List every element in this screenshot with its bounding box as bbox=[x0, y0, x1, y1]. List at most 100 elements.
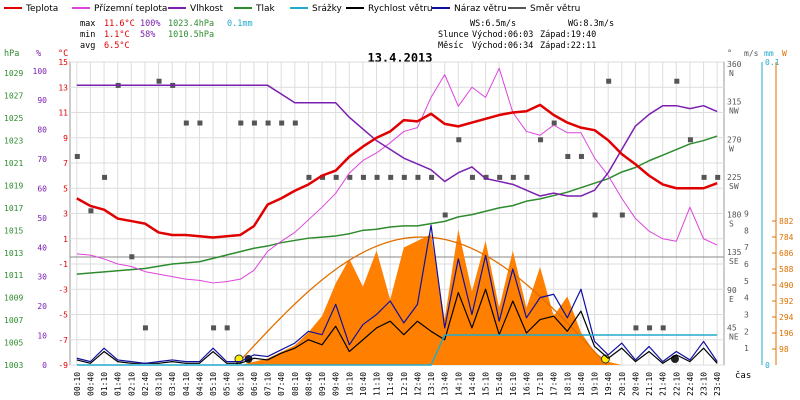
axis-tick-ms: 1 bbox=[744, 344, 749, 353]
x-tick-label: 06:10 bbox=[236, 372, 245, 396]
wind-dir-point bbox=[429, 174, 435, 180]
axis-tick-deg: 135 bbox=[727, 248, 742, 257]
x-tick-label: 04:10 bbox=[182, 372, 191, 396]
axis-tick-pct: 80 bbox=[37, 126, 47, 135]
axis-tick-w: 588 bbox=[779, 265, 794, 274]
series-layer bbox=[74, 67, 721, 366]
axis-tick-pct: 50 bbox=[37, 214, 47, 223]
axis-tick-pct: 30 bbox=[37, 273, 47, 282]
legend-item-tlak: Tlak bbox=[234, 4, 276, 14]
axis-unit-ms: m/s bbox=[744, 49, 759, 58]
wind-dir-point bbox=[715, 174, 721, 180]
x-tick-label: 19:10 bbox=[591, 372, 600, 396]
axis-unit-hpa: hPa bbox=[4, 49, 19, 59]
axis-tick-mm: 0 bbox=[765, 361, 770, 370]
x-tick-label: 08:10 bbox=[291, 372, 300, 396]
sun-set: Západ:19:40 bbox=[540, 30, 596, 40]
axis-tick-dir: NW bbox=[729, 107, 739, 116]
wind-dir-point bbox=[538, 137, 544, 143]
x-tick-label: 22:10 bbox=[672, 372, 681, 396]
wind-dir-point bbox=[251, 120, 257, 126]
axis-tick-c: 15 bbox=[58, 58, 68, 67]
wind-dir-point bbox=[483, 174, 489, 180]
axis-unit-mm: mm bbox=[764, 49, 774, 58]
x-tick-label: 03:10 bbox=[155, 372, 164, 396]
moon-set: Západ:22:11 bbox=[540, 41, 596, 51]
x-tick-label: 01:10 bbox=[100, 372, 109, 396]
legend-label-vlhkost: Vlhkost bbox=[190, 4, 223, 14]
wind-dir-point bbox=[347, 174, 353, 180]
x-tick-label: 11:40 bbox=[386, 372, 395, 396]
axis-tick-pct: 90 bbox=[37, 96, 47, 105]
legend-label-rychlost: Rychlost větru bbox=[368, 4, 433, 14]
wind-dir-point bbox=[306, 174, 312, 180]
axis-tick-w: 392 bbox=[779, 297, 794, 306]
legend-label-srazky: Srážky bbox=[312, 4, 343, 14]
axis-tick-w: 882 bbox=[779, 217, 794, 226]
wind-dir-point bbox=[647, 325, 653, 331]
wind-dir-point bbox=[701, 174, 707, 180]
x-tick-label: 04:40 bbox=[195, 372, 204, 396]
x-tick-label: 18:10 bbox=[563, 372, 572, 396]
wind-dir-point bbox=[142, 325, 148, 331]
axis-tick-w: 784 bbox=[779, 233, 794, 242]
series-rychlost-vetru bbox=[76, 288, 718, 364]
wind-dir-point bbox=[401, 174, 407, 180]
x-tick-label: 20:10 bbox=[618, 372, 627, 396]
x-axis: 00:10 00:40 01:10 01:40 02:10 02:40 03:10 03:40… bbox=[73, 372, 722, 396]
stats-block: max 11.6°C 100% 1023.4hPa 0.1mm min 1.1°… bbox=[80, 19, 614, 51]
wind-dir-point bbox=[469, 174, 475, 180]
axis-tick-w: 686 bbox=[779, 249, 794, 258]
legend-label-prizemni: Přízemní teplota bbox=[94, 4, 167, 14]
stats-avg-temp: 6.5°C bbox=[104, 41, 130, 51]
wind-dir-point bbox=[238, 120, 244, 126]
sun-rise: Východ:06:03 bbox=[472, 30, 533, 40]
axis-tick-ms: 2 bbox=[744, 327, 749, 336]
axis-tick-c: 1 bbox=[63, 235, 68, 244]
axis-tick-ms: 6 bbox=[744, 260, 749, 269]
axis-tick-dir: SE bbox=[729, 257, 739, 266]
x-tick-label: 17:10 bbox=[536, 372, 545, 396]
axis-tick-hpa: 1029 bbox=[4, 69, 23, 78]
x-tick-label: 22:40 bbox=[686, 372, 695, 396]
x-tick-label: 10:10 bbox=[345, 372, 354, 396]
axis-tick-hpa: 1009 bbox=[4, 294, 23, 303]
axis-tick-dir: W bbox=[729, 144, 734, 153]
series-prizemni-teplota bbox=[76, 67, 718, 284]
wind-wg: WG:8.3m/s bbox=[568, 19, 614, 29]
stats-min-hum: 58% bbox=[140, 30, 155, 40]
x-tick-label: 05:40 bbox=[223, 372, 232, 396]
wind-dir-point bbox=[565, 153, 571, 159]
wind-dir-point bbox=[619, 212, 625, 218]
sun-label: Slunce bbox=[438, 30, 469, 40]
wind-dir-point bbox=[633, 325, 639, 331]
wind-dir-point bbox=[674, 78, 680, 84]
axis-unit-w: W bbox=[782, 49, 787, 58]
x-tick-label: 23:10 bbox=[700, 372, 709, 396]
wind-dir-point bbox=[660, 325, 666, 331]
wind-dir-point bbox=[442, 212, 448, 218]
axis-tick-mm: 0.1 bbox=[765, 58, 780, 67]
axis-tick-w: 196 bbox=[779, 329, 794, 338]
wind-dir-point bbox=[592, 212, 598, 218]
stats-max-temp: 11.6°C bbox=[104, 19, 135, 29]
legend-item-rychlost: Rychlost větru bbox=[346, 4, 433, 14]
x-tick-label: 07:40 bbox=[277, 372, 286, 396]
wind-dir-point bbox=[292, 120, 298, 126]
legend-item-vlhkost: Vlhkost bbox=[168, 4, 223, 14]
axis-tick-w: 98 bbox=[779, 345, 789, 354]
wind-dir-point bbox=[360, 174, 366, 180]
axis-tick-hpa: 1011 bbox=[4, 271, 23, 280]
axis-tick-hpa: 1003 bbox=[4, 361, 23, 370]
axis-tick-ms: 7 bbox=[744, 243, 749, 252]
axis-tick-ms: 3 bbox=[744, 310, 749, 319]
x-tick-label: 00:10 bbox=[73, 372, 82, 396]
x-tick-label: 16:10 bbox=[509, 372, 518, 396]
axes-layer: 1003100510071009101110131015101710191021… bbox=[4, 58, 794, 370]
axis-tick-deg: 225 bbox=[727, 173, 742, 182]
series-vlhkost bbox=[76, 84, 718, 197]
axis-tick-deg: 360 bbox=[727, 60, 742, 69]
x-axis-label: čas bbox=[735, 370, 751, 381]
x-tick-label: 15:10 bbox=[482, 372, 491, 396]
